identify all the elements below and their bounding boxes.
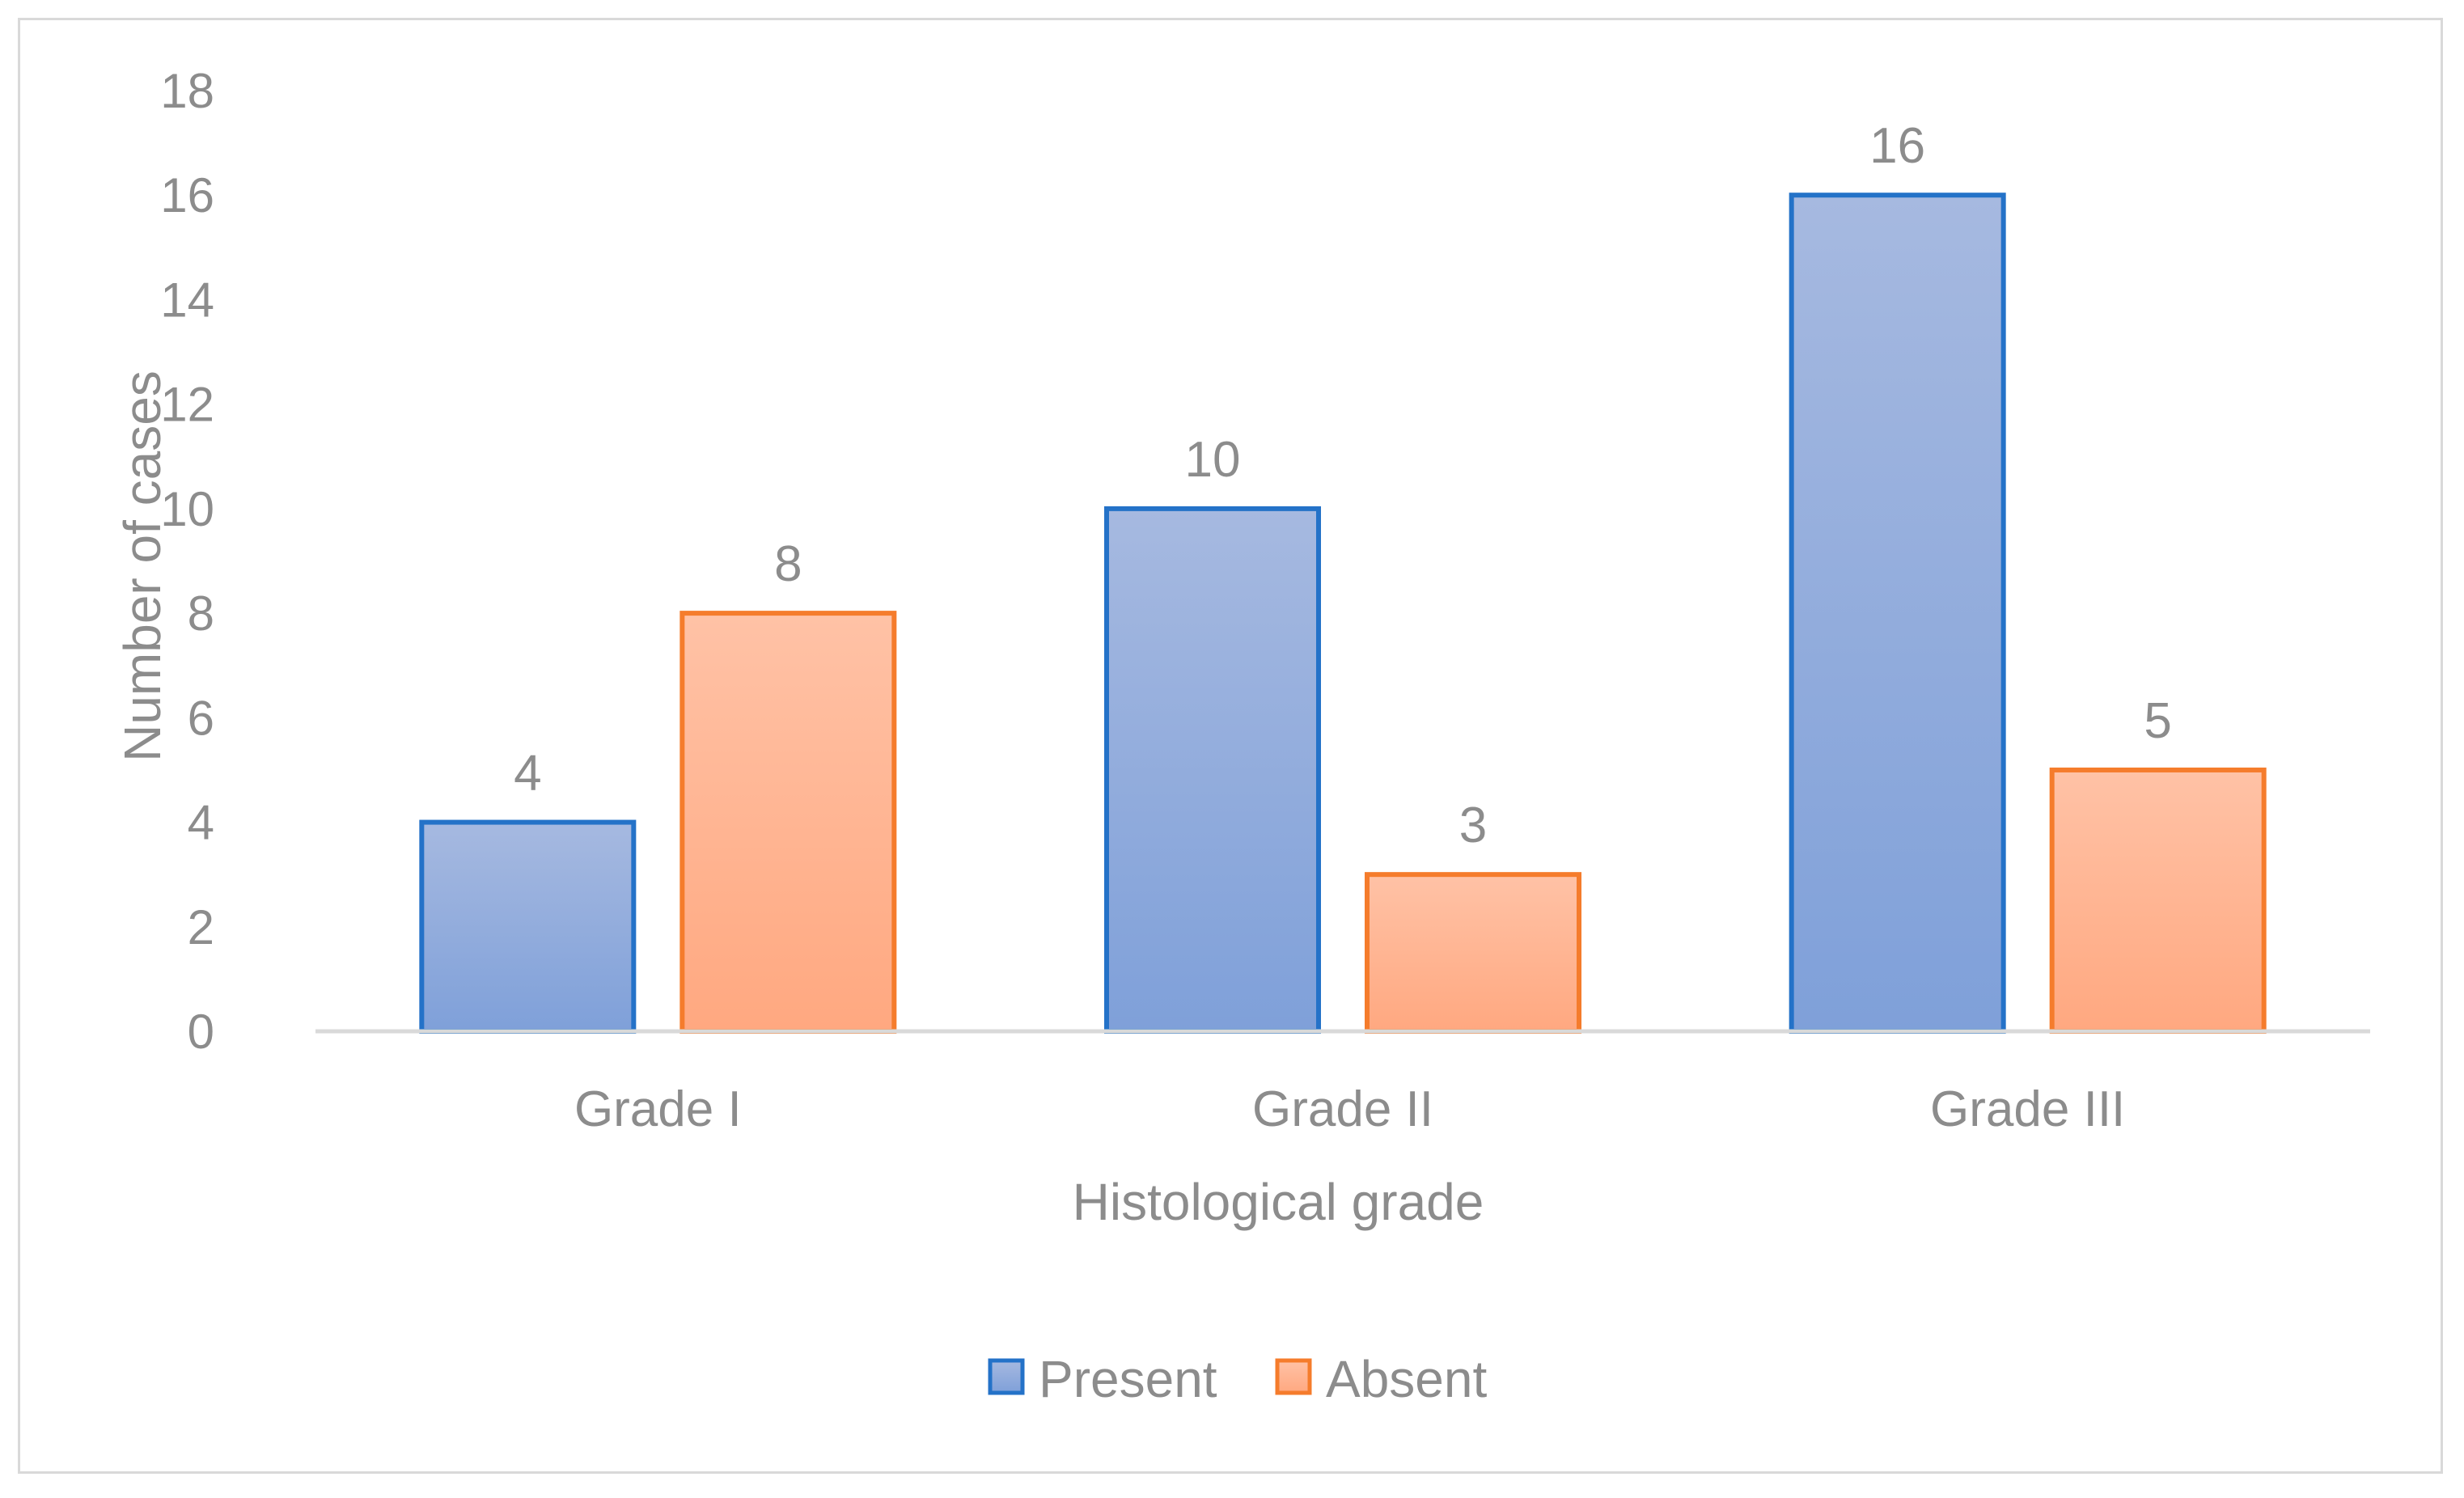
y-tick-label: 2: [188, 900, 214, 954]
legend-label-absent: Absent: [1326, 1350, 1487, 1408]
y-tick-label: 0: [188, 1005, 214, 1059]
x-tick-label: Grade II: [1252, 1081, 1433, 1137]
y-tick-label: 4: [188, 796, 214, 850]
bar-absent-0: [680, 611, 897, 1034]
data-label: 10: [1185, 432, 1241, 488]
bar-present-1: [1104, 506, 1321, 1034]
y-tick-label: 18: [160, 64, 214, 118]
y-tick-label: 16: [160, 168, 214, 222]
data-labels: 4 8 10 3 16 5: [514, 118, 2172, 853]
y-tick-label: 12: [160, 378, 214, 432]
bars: [419, 193, 2267, 1035]
y-tick-label: 6: [188, 691, 214, 745]
legend-swatch-present: [988, 1358, 1025, 1395]
x-axis-categories: Grade I Grade II Grade III: [574, 1081, 2125, 1137]
y-axis-ticks: 0 2 4 6 8 10 12 14 16 18: [160, 64, 214, 1059]
bar-present-0: [419, 819, 637, 1034]
data-label: 8: [774, 536, 802, 592]
y-tick-label: 8: [188, 586, 214, 641]
data-label: 3: [1459, 798, 1487, 853]
y-axis-title: Number of cases: [113, 370, 171, 762]
legend: Present Absent: [988, 1350, 1487, 1408]
bar-absent-1: [1365, 872, 1581, 1034]
data-label: 5: [2144, 693, 2171, 749]
x-tick-label: Grade III: [1930, 1081, 2125, 1137]
bar-absent-2: [2049, 767, 2267, 1034]
legend-swatch-absent: [1275, 1358, 1312, 1395]
data-label: 16: [1869, 118, 1925, 174]
y-tick-label: 14: [160, 273, 214, 327]
y-tick-label: 10: [160, 482, 214, 536]
x-axis-title: Histological grade: [1073, 1173, 1484, 1231]
data-label: 4: [514, 746, 541, 802]
legend-label-present: Present: [1039, 1350, 1217, 1408]
x-tick-label: Grade I: [574, 1081, 742, 1137]
bar-present-2: [1789, 193, 2006, 1035]
